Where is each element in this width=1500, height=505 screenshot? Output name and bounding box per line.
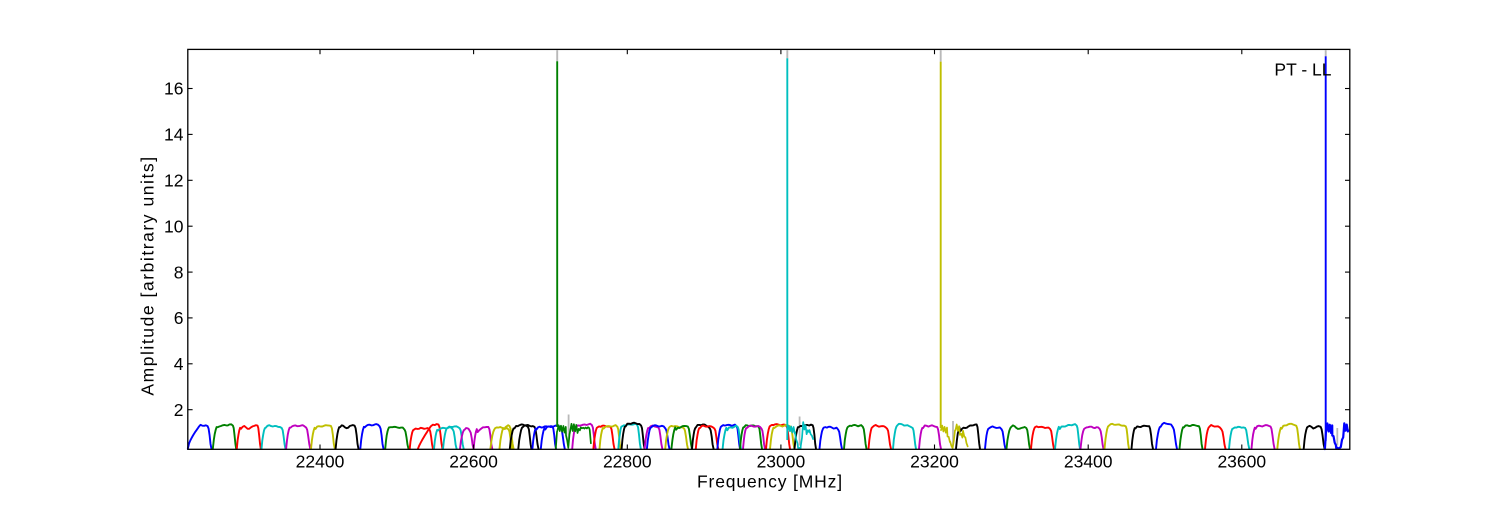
svg-text:14: 14 [164,125,184,145]
svg-text:2: 2 [174,400,184,420]
svg-text:16: 16 [164,79,183,99]
svg-text:6: 6 [174,308,184,328]
svg-text:23600: 23600 [1217,451,1266,471]
svg-text:22600: 22600 [449,451,498,471]
svg-text:4: 4 [174,354,184,374]
svg-text:Frequency [MHz]: Frequency [MHz] [697,472,843,492]
svg-text:22800: 22800 [603,451,652,471]
svg-text:Amplitude [arbitrary units]: Amplitude [arbitrary units] [138,155,158,395]
svg-text:8: 8 [174,262,184,282]
svg-text:23400: 23400 [1064,451,1113,471]
svg-text:23200: 23200 [910,451,959,471]
svg-text:23000: 23000 [757,451,806,471]
svg-text:10: 10 [164,216,184,236]
svg-text:12: 12 [164,171,183,191]
svg-text:PT - LL: PT - LL [1274,60,1331,80]
svg-text:22400: 22400 [296,451,345,471]
